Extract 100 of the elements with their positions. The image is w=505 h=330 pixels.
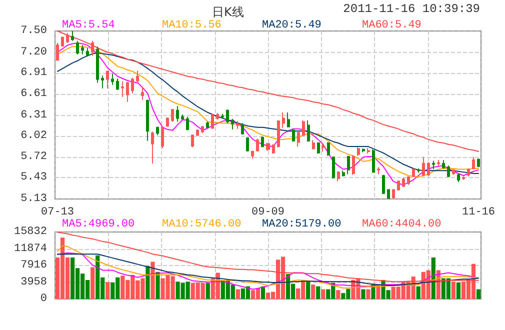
candlestick — [442, 160, 445, 170]
bar — [321, 289, 326, 299]
candlestick — [211, 113, 214, 130]
candlestick — [287, 112, 290, 128]
candlestick — [342, 170, 345, 177]
bar — [316, 286, 320, 299]
line-series — [57, 232, 479, 282]
candlestick — [362, 148, 365, 153]
candlestick — [141, 86, 144, 100]
candlestick — [261, 136, 264, 148]
y-tick-label: 7916 — [20, 260, 47, 272]
candlestick — [327, 142, 330, 156]
text: MA60:4404.00 — [362, 218, 442, 230]
x-tick-label: 11-16 — [462, 206, 495, 218]
candlestick — [307, 120, 310, 142]
candlestick — [382, 174, 385, 195]
bar — [236, 289, 240, 299]
candlestick — [292, 128, 295, 142]
candlestick — [272, 144, 275, 154]
candlestick — [176, 106, 179, 122]
y-tick-label: 7.20 — [20, 46, 47, 58]
text: MA60:5.49 — [362, 20, 422, 32]
candlestick — [427, 162, 430, 176]
candlestick — [387, 188, 390, 200]
text: MA10:5.56 — [162, 20, 222, 32]
candlestick — [422, 156, 425, 177]
x-tick-label: 07-13 — [41, 206, 74, 218]
candlestick — [151, 131, 154, 164]
candlestick — [191, 134, 194, 148]
bar — [106, 282, 110, 299]
candlestick — [216, 112, 219, 120]
line-series — [57, 30, 479, 152]
y-tick-label: 7.50 — [20, 25, 47, 37]
candlestick — [171, 108, 174, 122]
candlestick — [367, 147, 370, 154]
line-series — [57, 245, 479, 288]
y-tick-label: 5.13 — [20, 193, 47, 205]
bar — [456, 282, 460, 299]
candlestick — [472, 156, 475, 170]
y-tick-label: 0 — [40, 293, 47, 305]
candlestick — [377, 166, 380, 175]
candlestick — [246, 136, 249, 152]
candlestick — [462, 176, 465, 180]
candlestick — [417, 168, 420, 174]
candlestick — [337, 170, 340, 182]
candlestick — [71, 30, 74, 42]
y-tick-label: 15832 — [14, 226, 47, 238]
candlestick — [277, 120, 280, 148]
y-tick-label: 6.61 — [20, 88, 48, 100]
candlestick — [256, 138, 259, 152]
bar — [306, 282, 310, 299]
candlestick — [181, 114, 184, 120]
candlestick — [146, 99, 149, 142]
candlestick — [166, 116, 169, 128]
candlestick — [236, 120, 239, 130]
candlestick — [457, 172, 460, 182]
candlestick — [241, 122, 244, 135]
candlestick — [91, 40, 94, 56]
y-tick-label: 6.91 — [20, 66, 48, 79]
candlestick — [201, 125, 204, 134]
candlestick — [81, 44, 84, 55]
text: MA10:5746.00 — [162, 218, 242, 230]
candlestick — [161, 126, 164, 148]
text: 2011-11-16 10:39:39 — [343, 2, 480, 16]
bar — [150, 262, 155, 299]
candlestick — [76, 40, 79, 55]
candlestick — [282, 112, 285, 129]
candlestick — [352, 155, 355, 176]
text: MA20:5179.00 — [262, 218, 342, 230]
candlestick — [101, 75, 104, 89]
y-tick-label: 6.02 — [20, 130, 47, 142]
y-tick-label: 5.72 — [20, 151, 47, 164]
candlestick — [397, 180, 400, 191]
candlestick — [467, 168, 470, 177]
candlestick — [392, 188, 395, 198]
x-tick-label: 09-09 — [251, 206, 285, 218]
candlestick — [116, 78, 119, 90]
bar — [416, 286, 420, 299]
candlestick — [302, 120, 305, 136]
bar — [336, 290, 340, 299]
candlestick — [186, 116, 189, 131]
bar — [476, 289, 481, 299]
bar — [361, 289, 366, 299]
candlestick — [106, 70, 109, 89]
y-tick-label: 3958 — [20, 276, 47, 288]
candlestick — [61, 36, 64, 48]
candlestick — [221, 113, 224, 120]
candlestick — [322, 142, 325, 152]
candlestick — [266, 142, 270, 152]
candlestick — [126, 82, 129, 102]
bar — [311, 284, 316, 299]
candlestick — [226, 109, 229, 124]
candlestick — [131, 77, 134, 94]
candlestick — [136, 70, 139, 84]
bar — [366, 289, 370, 299]
candlestick — [412, 168, 415, 178]
text: MA5:4969.00 — [62, 218, 135, 230]
candlestick — [56, 42, 59, 61]
candlestick — [452, 168, 455, 176]
candlestick — [357, 146, 360, 156]
